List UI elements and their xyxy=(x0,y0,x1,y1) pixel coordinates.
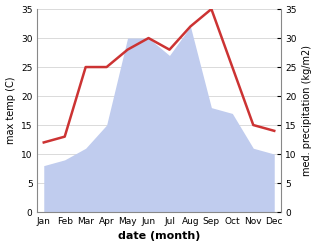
Y-axis label: max temp (C): max temp (C) xyxy=(5,77,16,144)
Y-axis label: med. precipitation (kg/m2): med. precipitation (kg/m2) xyxy=(302,45,313,176)
X-axis label: date (month): date (month) xyxy=(118,231,200,242)
